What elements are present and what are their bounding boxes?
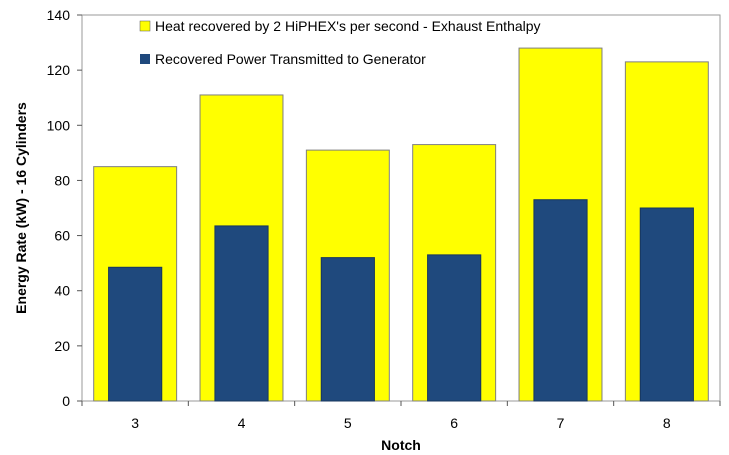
y-tick-label: 20 — [54, 338, 70, 354]
y-tick-label: 140 — [47, 7, 71, 23]
x-axis-title: Notch — [381, 437, 421, 453]
y-axis: 0 20 40 60 80 100 120 140 — [47, 7, 82, 409]
y-tick-label: 0 — [62, 393, 70, 409]
recovered-power-bar-5 — [320, 257, 375, 402]
recovered-power-bar-4 — [214, 225, 269, 402]
x-tick-label: 5 — [344, 415, 352, 431]
plot-area — [81, 14, 721, 402]
y-axis-title: Energy Rate (kW) - 16 Cylinders — [13, 102, 29, 314]
legend-swatch-power — [140, 54, 150, 64]
legend-label-heat: Heat recovered by 2 HiPHEX's per second … — [155, 18, 541, 34]
recovered-power-bar-8 — [639, 207, 694, 402]
bars-layer — [93, 47, 709, 402]
x-tick-label: 6 — [450, 415, 458, 431]
y-tick-label: 40 — [54, 283, 70, 299]
recovered-power-bar-6 — [427, 254, 482, 402]
y-tick-label: 120 — [47, 62, 71, 78]
y-tick-label: 100 — [47, 117, 71, 133]
legend-swatch-heat — [139, 20, 151, 32]
x-tick-label: 4 — [238, 415, 246, 431]
legend-label-power: Recovered Power Transmitted to Generator — [155, 51, 426, 67]
x-axis: 3 4 5 6 7 8 — [81, 401, 721, 431]
y-tick-label: 60 — [54, 228, 70, 244]
x-tick-label: 3 — [131, 415, 139, 431]
recovered-power-bar-3 — [108, 266, 163, 402]
x-tick-label: 8 — [663, 415, 671, 431]
y-tick-label: 80 — [54, 172, 70, 188]
x-tick-label: 7 — [557, 415, 565, 431]
legend: Heat recovered by 2 HiPHEX's per second … — [139, 18, 541, 67]
recovered-power-bar-7 — [533, 199, 588, 402]
